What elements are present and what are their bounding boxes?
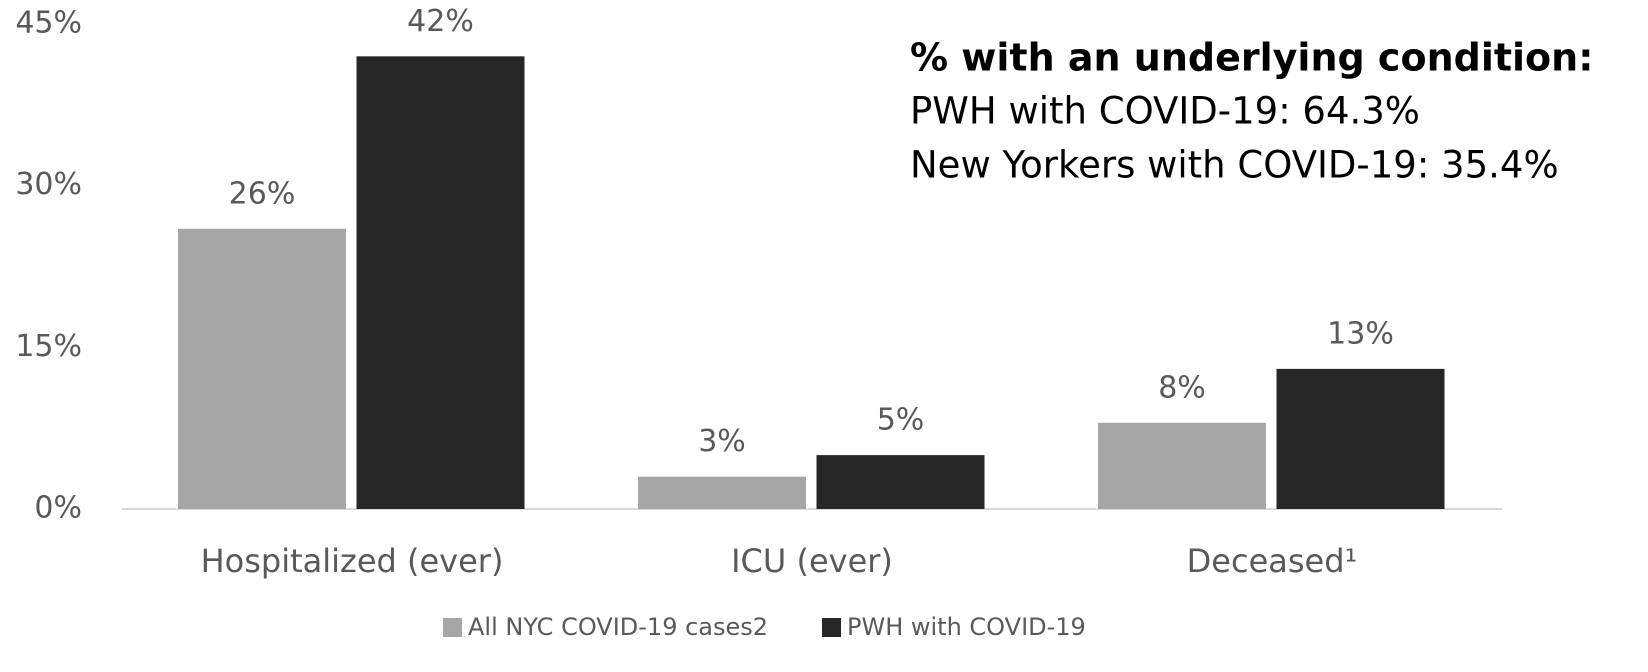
- bar: [638, 476, 806, 509]
- x-tick-label: Hospitalized (ever): [201, 542, 504, 580]
- value-label: 13%: [1327, 316, 1394, 351]
- bar: [178, 228, 346, 509]
- y-tick-label: 0%: [34, 491, 82, 526]
- value-label: 5%: [877, 403, 925, 438]
- y-tick-label: 30%: [15, 167, 82, 202]
- annotation: PWH with COVID-19: 64.3%: [910, 90, 1420, 133]
- x-tick-label: ICU (ever): [731, 542, 893, 580]
- x-tick-label: Deceased¹: [1187, 542, 1358, 580]
- bar: [1098, 422, 1266, 509]
- value-label: 26%: [229, 176, 296, 211]
- y-tick-label: 45%: [15, 6, 82, 41]
- value-label: 42%: [407, 4, 474, 39]
- legend-label: PWH with COVID-19: [847, 613, 1086, 641]
- bar: [1276, 368, 1445, 509]
- legend-swatch: [443, 618, 462, 637]
- y-tick-label: 15%: [15, 329, 82, 364]
- legend-label: All NYC COVID-19 cases2: [468, 613, 768, 641]
- value-label: 8%: [1158, 370, 1206, 405]
- legend-swatch: [822, 618, 841, 637]
- annotation: New Yorkers with COVID-19: 35.4%: [910, 144, 1559, 187]
- annotation-title: % with an underlying condition:: [910, 36, 1593, 80]
- bar: [816, 455, 985, 509]
- value-label: 3%: [698, 424, 746, 459]
- bar: [356, 56, 525, 509]
